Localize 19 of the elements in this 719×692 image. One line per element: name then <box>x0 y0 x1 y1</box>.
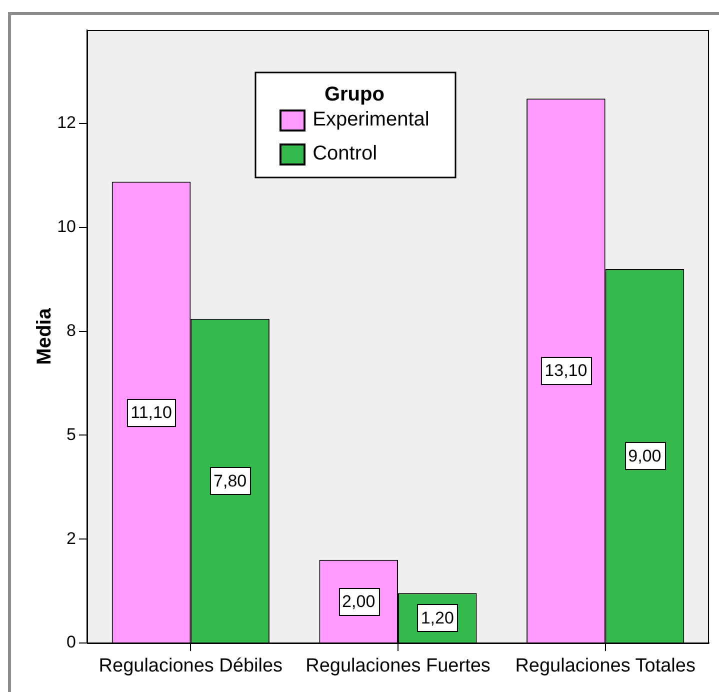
x-tick-label: Regulaciones Fuertes <box>306 656 490 677</box>
x-tick-label: Regulaciones Totales <box>515 656 696 677</box>
legend-label: Experimental <box>312 108 430 131</box>
legend-title: Grupo <box>324 84 384 106</box>
data-label: 9,00 <box>628 446 662 466</box>
y-axis-title: Media <box>34 307 56 365</box>
y-tick-label: 5 <box>66 424 76 444</box>
data-label: 2,00 <box>342 592 376 611</box>
y-tick-label: 2 <box>66 528 76 548</box>
data-label: 13,10 <box>544 361 588 380</box>
y-tick-label: 12 <box>57 113 76 132</box>
data-label: 1,20 <box>420 608 454 628</box>
data-label: 11,10 <box>130 402 172 422</box>
x-tick-label: Regulaciones Débiles <box>98 656 283 677</box>
y-tick-label: 0 <box>66 632 76 652</box>
y-tick-label: 8 <box>66 320 76 340</box>
data-label: 7,80 <box>214 471 247 490</box>
y-tick-label: 10 <box>57 217 76 236</box>
legend-label: Control <box>312 142 378 165</box>
